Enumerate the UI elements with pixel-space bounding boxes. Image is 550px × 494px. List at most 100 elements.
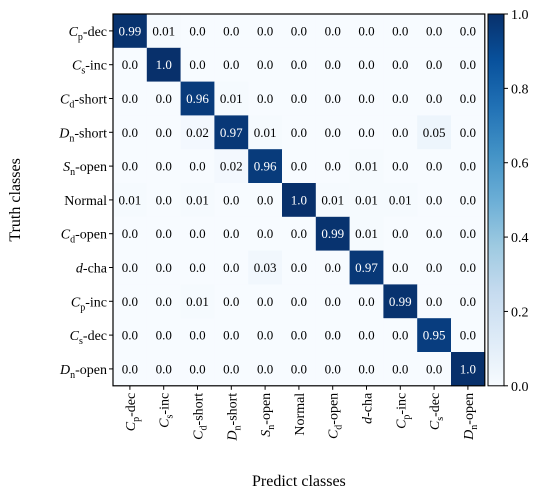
heatmap-cell — [214, 318, 249, 353]
heatmap-cell — [248, 318, 283, 353]
cell-value-label: 0.0 — [460, 125, 476, 140]
heatmap-cell — [417, 47, 452, 82]
heatmap-cell — [383, 183, 418, 218]
heatmap-cell — [451, 250, 486, 285]
cell-value-label: 0.0 — [223, 361, 239, 376]
cell-value-label: 0.01 — [254, 125, 277, 140]
heatmap-cell — [451, 14, 486, 49]
heatmap-cell — [417, 216, 452, 251]
cell-value-label: 0.0 — [156, 91, 172, 106]
heatmap-cell — [451, 115, 486, 150]
heatmap-cell — [315, 352, 350, 387]
heatmap-cell — [113, 183, 148, 218]
cell-value-label: 0.0 — [392, 361, 408, 376]
y-tick-label: Cp-inc — [71, 295, 107, 313]
heatmap-cell — [417, 352, 452, 387]
heatmap-cell — [248, 14, 283, 49]
x-tick-label: Cd-short — [192, 393, 210, 440]
heatmap-cell — [214, 284, 249, 319]
heatmap-cell — [180, 318, 215, 353]
cell-value-label: 0.0 — [122, 91, 138, 106]
cell-value-label: 0.95 — [423, 328, 446, 343]
cell-value-label: 0.01 — [152, 23, 175, 38]
y-tick-label: Cs-inc — [72, 59, 107, 77]
cell-value-label: 0.0 — [426, 260, 442, 275]
cell-value-label: 0.0 — [122, 361, 138, 376]
x-tick-label: Normal — [293, 393, 308, 436]
y-tick-label: Sn-open — [63, 160, 107, 178]
heatmap-cell — [349, 14, 384, 49]
x-tick-label: Cs-dec — [428, 393, 446, 430]
heatmap-cell — [248, 47, 283, 82]
heatmap-cell — [180, 14, 215, 49]
y-tick-label: Cs-dec — [70, 329, 107, 347]
heatmap-cell — [349, 183, 384, 218]
y-tick-label: Cd-open — [61, 228, 107, 246]
heatmap-cell — [349, 250, 384, 285]
y-tick-label: d-cha — [76, 262, 108, 277]
heatmap-cell — [214, 250, 249, 285]
heatmap-cell — [451, 216, 486, 251]
heatmap-cell — [282, 216, 317, 251]
heatmap-cell — [282, 115, 317, 150]
heatmap-cell — [248, 149, 283, 184]
x-tick-label: Dn-open — [462, 393, 480, 441]
heatmap-cell — [248, 81, 283, 116]
cell-value-label: 0.0 — [291, 361, 307, 376]
cell-value-label: 0.0 — [460, 294, 476, 309]
cell-value-label: 0.01 — [389, 192, 412, 207]
cell-value-label: 0.0 — [122, 226, 138, 241]
cell-value-label: 0.0 — [460, 226, 476, 241]
cell-value-label: 0.0 — [325, 361, 341, 376]
y-axis-title: Truth classes — [7, 158, 24, 241]
cell-value-label: 0.0 — [291, 57, 307, 72]
heatmap-cell — [282, 47, 317, 82]
cell-value-label: 0.01 — [119, 192, 142, 207]
cell-value-label: 0.99 — [389, 294, 412, 309]
heatmap-cell — [417, 115, 452, 150]
cell-value-label: 0.03 — [254, 260, 277, 275]
cell-value-label: 0.0 — [291, 328, 307, 343]
cell-value-label: 0.0 — [189, 226, 205, 241]
cell-value-label: 0.01 — [186, 294, 209, 309]
heatmap-cell — [451, 149, 486, 184]
x-tick-label: Cd-open — [327, 393, 345, 439]
heatmap-cell — [417, 81, 452, 116]
heatmap-cell — [248, 115, 283, 150]
cell-value-label: 0.0 — [392, 328, 408, 343]
heatmap-cell — [383, 250, 418, 285]
y-tick-label: Dn-short — [58, 126, 107, 144]
colorbar-tick-label: 0.0 — [511, 380, 529, 395]
heatmap-cells: 0.99 0.01 0.0 0.0 0.0 0.0 0.0 0.0 0.0 0.0 0.0 0.0 1.… — [113, 14, 486, 387]
colorbar — [487, 13, 505, 387]
heatmap-cell — [315, 47, 350, 82]
heatmap-cell — [451, 47, 486, 82]
cell-value-label: 0.01 — [220, 91, 243, 106]
colorbar-tick-label: 1.0 — [511, 8, 529, 23]
heatmap-cell — [146, 14, 181, 49]
heatmap-cell — [451, 352, 486, 387]
cell-value-label: 0.0 — [392, 23, 408, 38]
cell-value-label: 0.0 — [392, 125, 408, 140]
x-tick-labels: Cp-dec Cs-inc Cd-short Dn-short Sn-open Norma… — [124, 385, 480, 442]
cell-value-label: 0.0 — [189, 159, 205, 174]
heatmap-cell — [417, 149, 452, 184]
cell-value-label: 0.0 — [291, 91, 307, 106]
heatmap-cell — [349, 216, 384, 251]
cell-value-label: 0.99 — [119, 23, 142, 38]
heatmap-cell — [383, 47, 418, 82]
heatmap-cell — [315, 14, 350, 49]
heatmap-cell — [349, 284, 384, 319]
heatmap-cell — [383, 115, 418, 150]
heatmap-cell — [282, 183, 317, 218]
heatmap-cell — [146, 318, 181, 353]
heatmap-cell — [113, 216, 148, 251]
cell-value-label: 0.01 — [355, 192, 378, 207]
cell-value-label: 0.0 — [460, 159, 476, 174]
heatmap-cell — [248, 250, 283, 285]
colorbar-tick-label: 0.6 — [511, 157, 529, 172]
heatmap-cell — [282, 352, 317, 387]
heatmap-cell — [214, 47, 249, 82]
y-tick-label: Cd-short — [60, 93, 107, 111]
heatmap-cell — [146, 183, 181, 218]
